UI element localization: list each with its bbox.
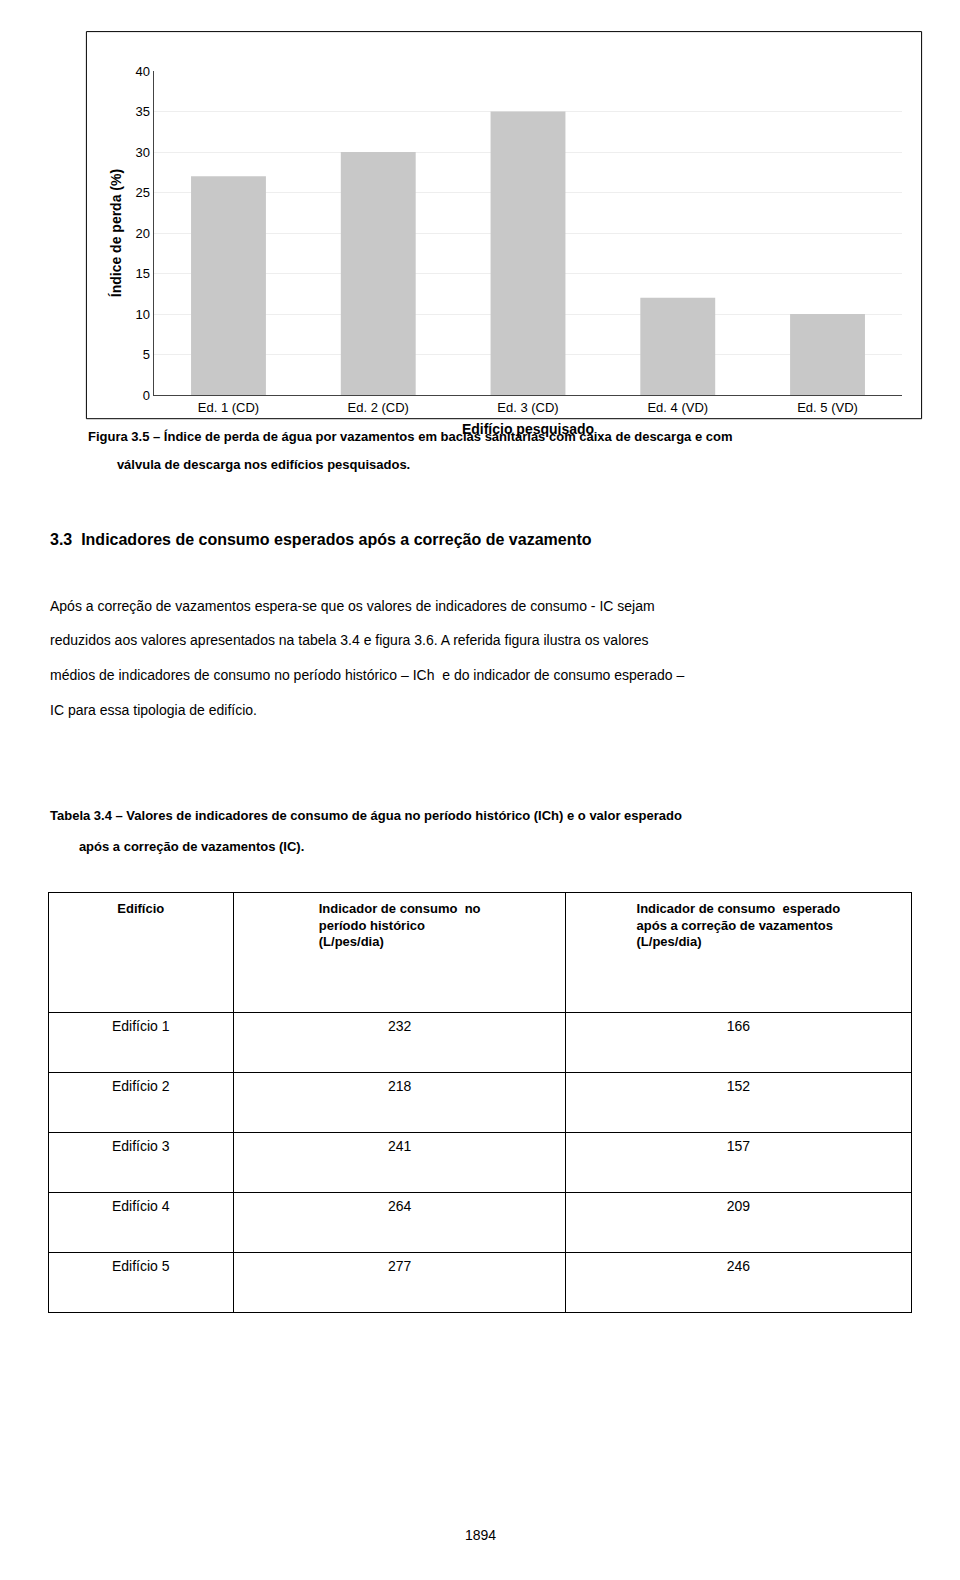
svg-text:Após a correção de vazamentos: Após a correção de vazamentos espera-se …	[50, 598, 655, 614]
svg-text:Figura 3.5 – Índice de perda d: Figura 3.5 – Índice de perda de água por…	[88, 429, 733, 444]
svg-text:30: 30	[136, 145, 150, 160]
svg-text:IC para essa tipologia de edif: IC para essa tipologia de edifício.	[50, 702, 257, 718]
svg-text:Ed. 4 (VD): Ed. 4 (VD)	[647, 400, 708, 415]
svg-text:médios de indicadores de consu: médios de indicadores de consumo no perí…	[50, 667, 684, 683]
svg-text:15: 15	[136, 266, 150, 281]
svg-text:Edifício 2: Edifício 2	[112, 1078, 170, 1094]
svg-text:Ed. 1 (CD): Ed. 1 (CD)	[198, 400, 259, 415]
svg-text:após a correção de vazamentos: após a correção de vazamentos (IC).	[50, 839, 304, 854]
svg-text:Edifício 1: Edifício 1	[112, 1018, 170, 1034]
svg-text:166: 166	[727, 1018, 751, 1034]
svg-text:246: 246	[727, 1258, 751, 1274]
svg-text:Edifício 4: Edifício 4	[112, 1198, 170, 1214]
svg-text:5: 5	[143, 347, 150, 362]
svg-text:Indicador de consumo esperado: Indicador de consumo esperadoapós a corr…	[637, 901, 841, 950]
svg-text:209: 209	[727, 1198, 751, 1214]
svg-text:10: 10	[136, 307, 150, 322]
svg-text:0: 0	[143, 388, 150, 403]
svg-text:25: 25	[136, 185, 150, 200]
svg-text:Ed. 5 (VD): Ed. 5 (VD)	[797, 400, 858, 415]
svg-text:40: 40	[136, 64, 150, 79]
svg-text:3.3 Indicadores de consumo es: 3.3 Indicadores de consumo esperados apó…	[50, 531, 592, 548]
svg-text:241: 241	[388, 1138, 412, 1154]
svg-text:Ed. 2 (CD): Ed. 2 (CD)	[348, 400, 409, 415]
svg-text:1894: 1894	[465, 1527, 496, 1543]
svg-text:277: 277	[388, 1258, 412, 1274]
svg-text:Ed. 3 (CD): Ed. 3 (CD)	[497, 400, 558, 415]
svg-text:Edifício 5: Edifício 5	[112, 1258, 170, 1274]
svg-text:35: 35	[136, 104, 150, 119]
svg-text:157: 157	[727, 1138, 751, 1154]
svg-text:Índice de perda (%): Índice de perda (%)	[108, 169, 124, 297]
svg-text:Indicador de consumo noperíod: Indicador de consumo noperíodo histórico…	[319, 901, 481, 950]
svg-text:reduzidos aos valores apresent: reduzidos aos valores apresentados na ta…	[50, 632, 648, 648]
svg-text:Edifício pesquisado: Edifício pesquisado	[462, 421, 594, 437]
svg-text:264: 264	[388, 1198, 412, 1214]
svg-text:218: 218	[388, 1078, 412, 1094]
svg-text:Tabela 3.4 – Valores de indica: Tabela 3.4 – Valores de indicadores de c…	[50, 808, 682, 823]
svg-text:Edifício: Edifício	[117, 901, 164, 916]
svg-text:152: 152	[727, 1078, 751, 1094]
svg-text:232: 232	[388, 1018, 412, 1034]
svg-text:20: 20	[136, 226, 150, 241]
svg-text:Edifício 3: Edifício 3	[112, 1138, 170, 1154]
svg-text:válvula de descarga nos edifíc: válvula de descarga nos edifícios pesqui…	[88, 457, 410, 472]
